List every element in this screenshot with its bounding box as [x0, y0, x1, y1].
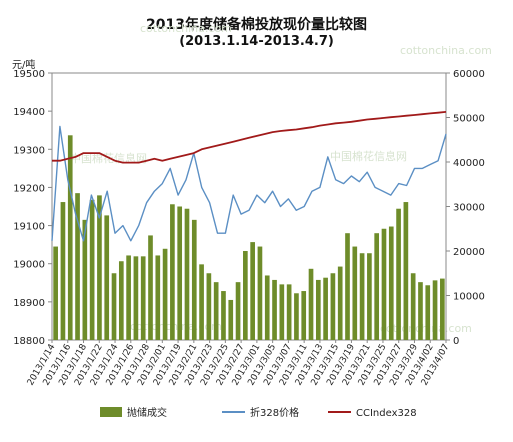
- bar-sales: [323, 277, 328, 340]
- bar-sales: [308, 268, 314, 340]
- bar-sales: [53, 246, 58, 340]
- bar-sales: [367, 253, 372, 340]
- bar-sales: [170, 204, 175, 340]
- bar-sales: [67, 135, 73, 340]
- left-axis-unit: 元/吨: [12, 60, 36, 71]
- left-tick-label: 19500: [13, 69, 45, 80]
- left-tick-label: 19200: [13, 183, 45, 194]
- right-tick-label: 40000: [453, 158, 485, 169]
- right-tick-label: 0: [453, 336, 459, 347]
- bar-sales: [89, 199, 95, 340]
- bar-sales: [264, 275, 270, 340]
- bar-sales: [286, 284, 292, 340]
- line-ccindex-328: [52, 111, 447, 164]
- bar-sales: [155, 255, 161, 340]
- bar-sales: [432, 280, 438, 340]
- bar-sales: [126, 255, 131, 340]
- right-tick-label: 20000: [453, 247, 485, 258]
- bar-sales: [148, 235, 153, 340]
- right-tick-label: 10000: [453, 292, 485, 303]
- bar-sales: [359, 253, 365, 340]
- bar-sales: [243, 251, 248, 340]
- left-tick-label: 19100: [13, 222, 45, 233]
- chart-title: 2013年度储备棉投放现价量比较图: [146, 17, 367, 33]
- bar-sales: [301, 291, 307, 340]
- left-tick-label: 19400: [13, 107, 45, 118]
- left-tick-label: 18900: [13, 298, 45, 309]
- chart-subtitle: (2013.1.14-2013.4.7): [179, 34, 334, 49]
- bar-sales: [133, 256, 139, 340]
- bar-sales: [381, 228, 387, 340]
- legend-label-sales: 抛储成交: [127, 406, 167, 419]
- bar-sales: [345, 233, 350, 340]
- legend-swatch-sales: [100, 407, 122, 417]
- bar-sales: [315, 279, 321, 340]
- left-tick-label: 19000: [13, 260, 45, 271]
- watermark-5: cottonchina.com: [130, 320, 222, 333]
- bar-sales: [162, 248, 168, 340]
- bar-sales: [199, 264, 204, 340]
- bar-sales: [60, 202, 66, 340]
- bar-sales: [75, 193, 80, 340]
- bar-sales: [352, 246, 358, 340]
- bar-sales: [97, 195, 102, 340]
- bar-sales: [396, 208, 401, 340]
- bar-sales: [279, 284, 285, 340]
- legend-label-ccindex: CCIndex328: [356, 408, 417, 419]
- line-price-328: [51, 125, 447, 242]
- bar-sales: [104, 215, 110, 340]
- bar-sales: [111, 273, 117, 340]
- legend-label-price: 折328价格: [250, 406, 299, 419]
- watermark-4: 中国棉花信息网: [330, 150, 407, 163]
- bar-sales: [140, 256, 146, 340]
- bar-sales: [440, 278, 445, 340]
- bar-sales: [177, 206, 183, 340]
- bar-sales: [191, 219, 197, 340]
- bar-sales: [272, 279, 277, 340]
- bar-sales: [250, 242, 255, 340]
- bar-sales: [330, 273, 336, 340]
- right-tick-label: 30000: [453, 203, 485, 214]
- bar-sales: [337, 266, 343, 340]
- bar-sales: [228, 299, 234, 340]
- bar-sales: [235, 282, 241, 340]
- bar-sales: [184, 208, 190, 340]
- bar-sales: [418, 282, 423, 340]
- bar-sales: [82, 219, 88, 340]
- left-tick-label: 19300: [13, 145, 45, 156]
- bar-sales: [425, 285, 431, 340]
- bar-sales: [374, 233, 380, 340]
- bar-sales: [294, 293, 299, 340]
- bar-sales: [403, 202, 409, 340]
- bar-sales: [213, 282, 219, 340]
- bar-sales: [221, 291, 226, 340]
- bar-sales: [388, 226, 394, 340]
- bar-sales: [410, 273, 416, 340]
- bar-sales: [118, 261, 124, 340]
- right-tick-label: 60000: [453, 69, 485, 80]
- right-tick-label: 50000: [453, 114, 485, 125]
- bar-sales: [206, 273, 212, 340]
- watermark-1: cottonchina.com: [140, 22, 232, 35]
- left-tick-label: 18800: [13, 336, 45, 347]
- bar-sales: [257, 246, 263, 340]
- plot-area: [51, 72, 447, 341]
- watermark-2: cottonchina.com: [400, 44, 492, 57]
